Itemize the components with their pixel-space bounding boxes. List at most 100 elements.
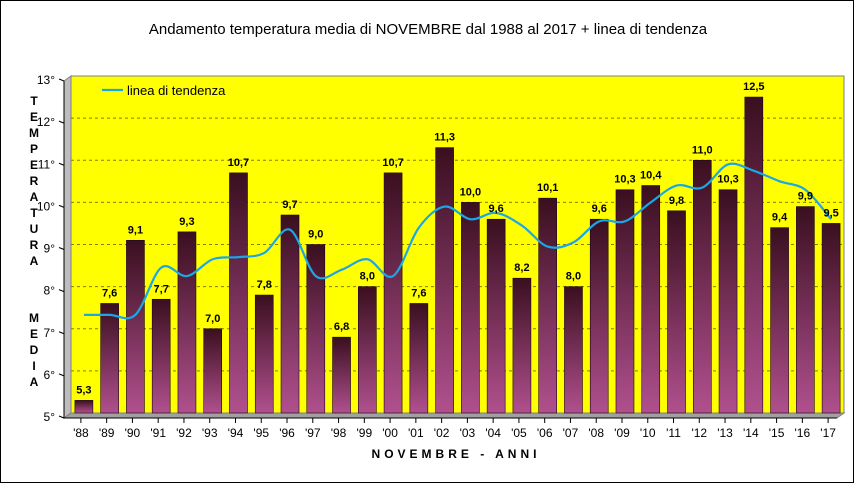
x-tick-label: '93 bbox=[202, 426, 218, 440]
y-axis-label-bottom-letter-4: A bbox=[29, 375, 39, 389]
y-tick-label: 10° bbox=[37, 199, 55, 213]
y-tick-label: 8° bbox=[44, 284, 56, 298]
x-tick-label: '08 bbox=[588, 426, 604, 440]
bar bbox=[589, 218, 609, 414]
data-label: 9,6 bbox=[489, 203, 504, 215]
bar bbox=[100, 303, 119, 414]
y-tick-mark bbox=[58, 289, 65, 293]
plot-side-wall bbox=[63, 75, 72, 419]
x-tick-label: '00 bbox=[382, 426, 398, 440]
data-label: 9,6 bbox=[592, 203, 607, 215]
y-axis-label-top-letter-6: A bbox=[29, 190, 39, 204]
data-label: 7,6 bbox=[411, 287, 426, 299]
data-label: 9,3 bbox=[179, 216, 194, 228]
chart-title: Andamento temperatura media di NOVEMBRE … bbox=[148, 21, 708, 38]
y-tick-mark bbox=[58, 78, 65, 82]
x-tick-label: '13 bbox=[717, 426, 733, 440]
bar bbox=[615, 189, 635, 414]
data-label: 5,3 bbox=[76, 384, 91, 396]
bar bbox=[667, 210, 686, 414]
x-tick-label: '15 bbox=[769, 426, 785, 440]
y-axis-label-top-letter-8: U bbox=[29, 222, 39, 236]
data-label: 8,0 bbox=[360, 271, 375, 283]
data-label: 11,3 bbox=[434, 132, 455, 144]
x-tick-label: '99 bbox=[356, 426, 372, 440]
data-label: 9,4 bbox=[772, 212, 788, 224]
data-label: 9,8 bbox=[669, 195, 684, 207]
bar bbox=[641, 185, 661, 414]
x-tick-label: '10 bbox=[640, 426, 656, 440]
bar bbox=[796, 206, 815, 414]
plot-floor bbox=[62, 412, 846, 419]
bar bbox=[770, 227, 789, 414]
bar bbox=[306, 244, 326, 414]
y-axis-label-bottom-letter-3: I bbox=[32, 359, 36, 373]
data-label: 7,6 bbox=[102, 287, 117, 299]
x-tick-label: '11 bbox=[666, 426, 681, 440]
data-label: 10,1 bbox=[537, 182, 558, 194]
bar bbox=[461, 202, 480, 414]
bar bbox=[512, 277, 532, 414]
bar bbox=[744, 96, 764, 414]
y-tick-label: 13° bbox=[37, 73, 55, 87]
data-label: 10,3 bbox=[717, 174, 738, 186]
x-tick-label: '89 bbox=[99, 426, 115, 440]
y-tick-mark bbox=[58, 415, 65, 419]
y-tick-mark bbox=[58, 247, 65, 250]
y-axis-label-bottom-letter-2: D bbox=[29, 343, 39, 357]
data-label: 9,9 bbox=[798, 191, 813, 203]
data-label: 12,5 bbox=[743, 81, 764, 93]
x-axis-label: NOVEMBRE - ANNI bbox=[371, 447, 541, 461]
x-tick-label: '92 bbox=[176, 426, 192, 440]
x-tick-label: '16 bbox=[795, 426, 811, 440]
bar bbox=[383, 172, 403, 414]
x-tick-label: '91 bbox=[150, 426, 166, 440]
y-axis-label-top-letter-10: A bbox=[29, 254, 39, 268]
bar bbox=[538, 197, 557, 414]
x-tick-label: '97 bbox=[305, 426, 321, 440]
x-tick-label: '90 bbox=[125, 426, 141, 440]
bar bbox=[203, 328, 223, 414]
y-axis-label-top-letter-3: P bbox=[29, 142, 38, 156]
x-tick-label: '14 bbox=[743, 426, 759, 440]
y-tick-mark bbox=[58, 162, 65, 166]
y-axis-label-top-letter-0: T bbox=[30, 94, 38, 108]
x-tick-label: '17 bbox=[820, 426, 836, 440]
data-label: 9,7 bbox=[282, 199, 297, 211]
data-label: 6,8 bbox=[334, 321, 349, 333]
data-label: 10,7 bbox=[382, 157, 403, 169]
data-label: 7,7 bbox=[154, 283, 169, 295]
bar bbox=[280, 214, 300, 414]
y-tick-label: 12° bbox=[37, 115, 55, 129]
x-tick-label: '05 bbox=[511, 426, 527, 440]
x-tick-label: '02 bbox=[434, 426, 450, 440]
data-label: 10,0 bbox=[460, 186, 481, 198]
y-tick-label: 6° bbox=[44, 368, 56, 382]
data-label: 9,5 bbox=[823, 207, 838, 219]
bar bbox=[564, 286, 583, 414]
x-tick-label: '09 bbox=[614, 426, 630, 440]
y-tick-mark bbox=[58, 120, 65, 124]
bar bbox=[229, 172, 248, 414]
bar bbox=[358, 286, 377, 414]
x-tick-label: '04 bbox=[485, 426, 501, 440]
x-tick-label: '94 bbox=[228, 426, 244, 440]
y-tick-mark bbox=[58, 331, 65, 335]
trend-line bbox=[83, 162, 832, 320]
y-tick-label: 5° bbox=[44, 410, 56, 424]
data-label: 10,3 bbox=[614, 174, 635, 186]
bar bbox=[486, 218, 506, 414]
x-tick-label: '01 bbox=[408, 426, 424, 440]
bar bbox=[435, 147, 454, 414]
legend-label: linea di tendenza bbox=[127, 83, 226, 98]
bar bbox=[409, 303, 429, 414]
bar bbox=[74, 400, 94, 414]
y-tick-label: 7° bbox=[44, 326, 56, 340]
bar bbox=[821, 223, 841, 414]
x-tick-label: '88 bbox=[73, 426, 89, 440]
data-label: 7,8 bbox=[257, 279, 272, 291]
data-label: 8,0 bbox=[566, 271, 581, 283]
y-axis-label-bottom-letter-0: M bbox=[29, 311, 39, 325]
x-tick-label: '98 bbox=[331, 426, 347, 440]
